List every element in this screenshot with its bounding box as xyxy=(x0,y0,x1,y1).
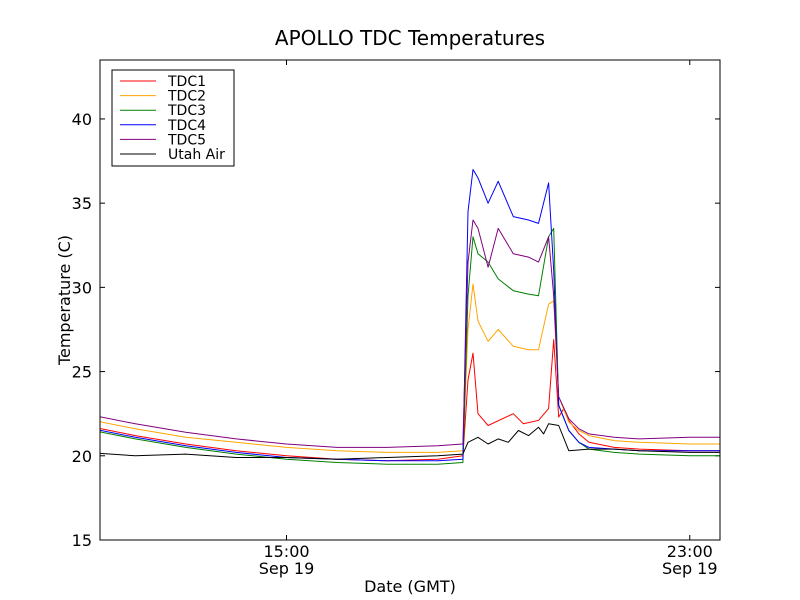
y-tick-label: 20 xyxy=(72,447,92,466)
x-tick-time-label: 15:00 xyxy=(263,542,309,561)
y-tick-label: 35 xyxy=(72,194,92,213)
x-tick-date-label: Sep 19 xyxy=(259,559,315,578)
x-tick-date-label: Sep 19 xyxy=(662,559,718,578)
x-tick-time-label: 23:00 xyxy=(667,542,713,561)
legend-box xyxy=(111,69,235,167)
y-axis-title: Temperature (C) xyxy=(55,235,74,366)
series-line-utah-air xyxy=(100,423,720,460)
legend-label: TDC4 xyxy=(167,118,206,134)
legend-label: TDC2 xyxy=(167,89,206,105)
series-line-tdc4 xyxy=(100,169,720,462)
y-tick-label: 30 xyxy=(72,278,92,297)
legend-label: TDC1 xyxy=(167,74,206,90)
legend-label: Utah Air xyxy=(168,147,225,163)
x-axis-title: Date (GMT) xyxy=(364,577,456,596)
plot-frame xyxy=(99,59,721,541)
series-layer xyxy=(100,169,720,465)
y-tick-label: 15 xyxy=(72,531,92,550)
series-line-tdc2 xyxy=(100,283,720,453)
y-tick-label: 25 xyxy=(72,363,92,382)
chart-title: APOLLO TDC Temperatures xyxy=(275,26,545,50)
series-line-tdc3 xyxy=(100,227,720,465)
legend-label: TDC3 xyxy=(167,103,206,119)
series-line-tdc1 xyxy=(100,339,720,462)
series-line-tdc5 xyxy=(100,219,720,448)
legend-label: TDC5 xyxy=(167,132,206,148)
y-axis-ticks: 15 20 25 30 35 40 xyxy=(72,110,720,550)
y-tick-label: 40 xyxy=(72,110,92,129)
